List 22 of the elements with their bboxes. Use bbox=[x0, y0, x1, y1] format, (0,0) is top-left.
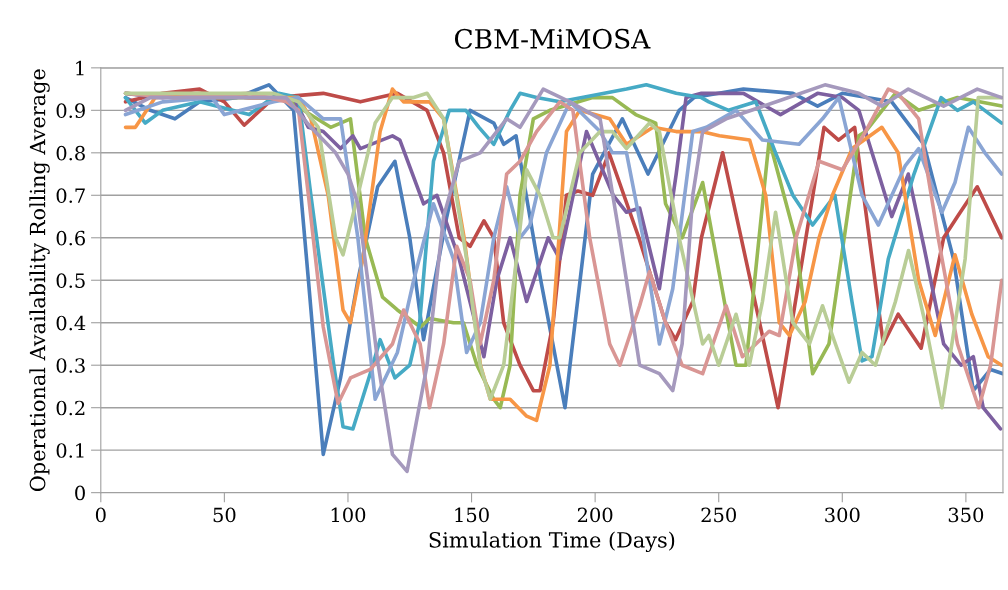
x-tick-label: 350 bbox=[948, 507, 984, 523]
x-tick-label: 200 bbox=[577, 507, 613, 523]
y-tick-label: 0.1 bbox=[56, 443, 84, 458]
chart-title: CBM-MiMOSA bbox=[454, 28, 651, 49]
x-tick-label: 100 bbox=[331, 507, 366, 523]
y-tick-label: 0.4 bbox=[56, 315, 86, 331]
y-tick-label: 0.8 bbox=[56, 145, 85, 161]
x-tick-label: 150 bbox=[455, 507, 489, 523]
x-tick-label: 300 bbox=[825, 507, 860, 523]
x-tick-label: 50 bbox=[213, 507, 236, 523]
y-tick-label: 0.9 bbox=[56, 103, 85, 118]
y-tick-label: 1 bbox=[76, 60, 84, 76]
x-tick-label: 250 bbox=[701, 507, 736, 523]
y-tick-label: 0.5 bbox=[56, 273, 85, 288]
x-axis-title: Simulation Time (Days) bbox=[429, 531, 675, 553]
y-tick-label: 0.7 bbox=[56, 188, 85, 203]
x-tick-label: 0 bbox=[95, 507, 106, 523]
y-tick-label: 0 bbox=[75, 485, 85, 501]
y-tick-label: 0.6 bbox=[56, 230, 85, 246]
y-tick-label: 0.2 bbox=[56, 400, 85, 416]
y-axis-title: Operational Availability Rolling Average bbox=[29, 69, 50, 492]
y-tick-label: 0.3 bbox=[56, 358, 85, 373]
